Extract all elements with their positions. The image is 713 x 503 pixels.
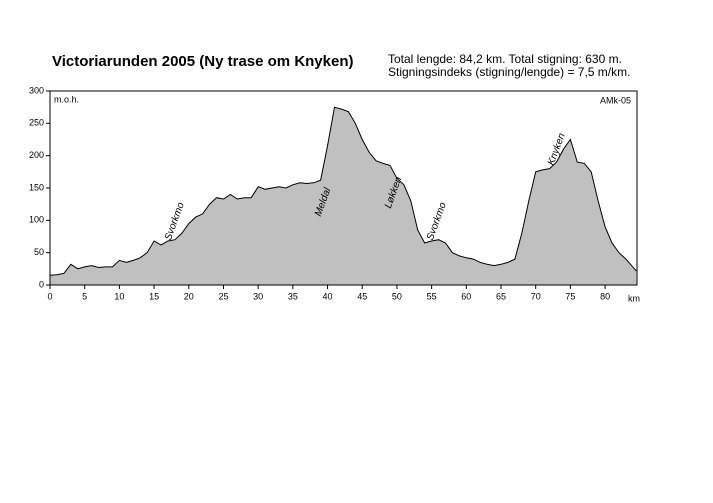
x-tick-label: 45 (357, 291, 367, 301)
y-tick-label: 300 (29, 85, 44, 95)
x-tick-label: 55 (427, 291, 437, 301)
y-tick-label: 250 (29, 118, 44, 128)
x-tick-label: 0 (47, 291, 52, 301)
profile-line (49, 106, 637, 276)
x-tick-label: 10 (114, 291, 124, 301)
x-tick-label: 75 (565, 291, 575, 301)
area-fill (50, 107, 637, 285)
y-tick-label: 200 (29, 150, 44, 160)
x-tick-label: 60 (461, 291, 471, 301)
y-tick-label: 50 (34, 247, 44, 257)
x-tick-label: 30 (253, 291, 263, 301)
x-tick-label: 35 (288, 291, 298, 301)
x-axis-label: km (628, 293, 640, 303)
x-tick-label: 40 (323, 291, 333, 301)
x-tick-label: 70 (531, 291, 541, 301)
x-tick-label: 25 (218, 291, 228, 301)
y-tick-label: 150 (29, 182, 44, 192)
place-annotation: Svorkmo (425, 201, 449, 242)
x-tick-label: 65 (496, 291, 506, 301)
x-tick-label: 80 (600, 291, 610, 301)
y-axis-label: m.o.h. (54, 94, 79, 104)
chart-title: Victoriarunden 2005 (Ny trase om Knyken) (52, 53, 354, 70)
x-tick-label: 20 (184, 291, 194, 301)
x-tick-label: 50 (392, 291, 402, 301)
info-line: Total lengde: 84,2 km. Total stigning: 6… (388, 52, 622, 66)
info-line: Stigningsindeks (stigning/lengde) = 7,5 … (388, 65, 630, 79)
x-tick-label: 5 (82, 291, 87, 301)
y-tick-label: 0 (39, 279, 44, 289)
x-tick-label: 15 (149, 291, 159, 301)
y-tick-label: 100 (29, 215, 44, 225)
credit: AMk-05 (600, 95, 631, 105)
